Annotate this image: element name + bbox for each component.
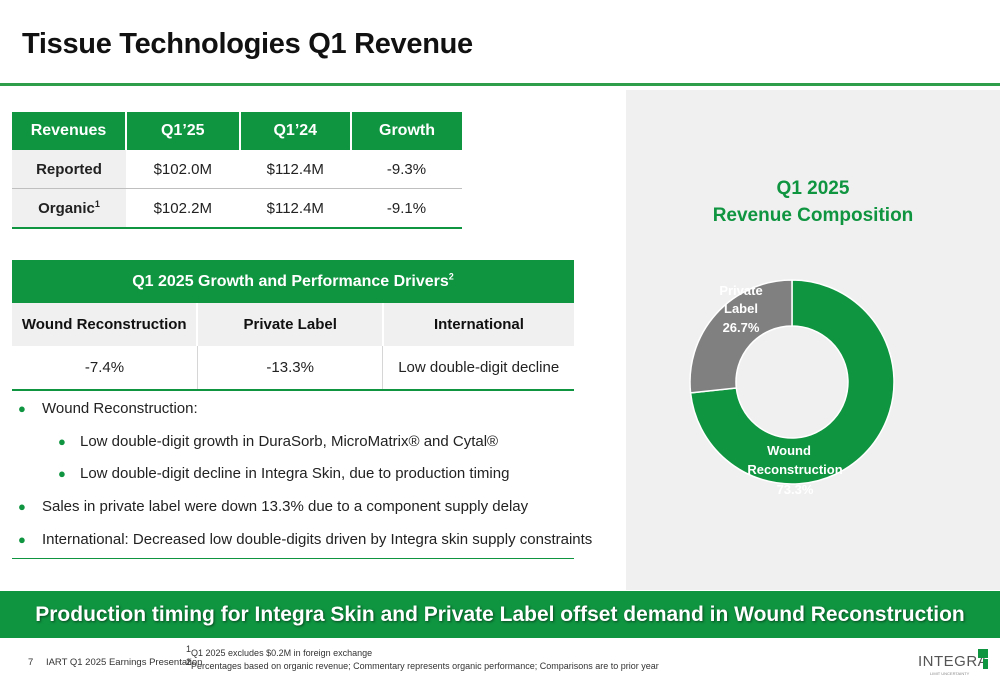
table-row: Organic1 $102.2M $112.4M -9.1% [12, 188, 462, 229]
summary-banner: Production timing for Integra Skin and P… [0, 591, 1000, 638]
integra-logo: INTEGRA LIMIT UNCERTAINTY [918, 647, 990, 677]
table-row: -7.4% -13.3% Low double-digit decline [12, 346, 574, 391]
header-q124: Q1’24 [239, 112, 353, 150]
footer: 7 IART Q1 2025 Earnings Presentation [28, 657, 202, 668]
bullet-icon: ● [58, 466, 66, 481]
header-international: International [382, 303, 574, 346]
footnote-1: 1Q1 2025 excludes $0.2M in foreign excha… [186, 644, 373, 659]
footnotes: 1Q1 2025 excludes $0.2M in foreign excha… [186, 644, 659, 673]
header-q125: Q1’25 [126, 112, 241, 150]
bullet-list: ● Wound Reconstruction: ● Low double-dig… [12, 393, 592, 559]
page-title: Tissue Technologies Q1 Revenue [22, 28, 473, 60]
logo-mark-icon [978, 649, 988, 669]
donut-slices [689, 279, 895, 485]
slice-private-label [689, 279, 793, 394]
row-label-organic: Organic1 [12, 188, 126, 229]
cell-q125: $102.2M [126, 188, 240, 229]
chart-panel [626, 90, 1000, 590]
row-label-reported: Reported [12, 150, 126, 189]
presentation-name: IART Q1 2025 Earnings Presentation [45, 657, 203, 668]
title-divider [0, 83, 1000, 86]
slice-wound-reconstruction [689, 279, 895, 485]
revenue-table: Revenues Q1’25 Q1’24 Growth Reported $10… [12, 112, 462, 229]
logo-tagline: LIMIT UNCERTAINTY [930, 671, 970, 676]
cell-growth: -9.3% [351, 150, 462, 189]
bullet-icon: ● [58, 434, 66, 449]
drivers-table-title: Q1 2025 Growth and Performance Drivers2 [12, 260, 574, 303]
cell-international: Low double-digit decline [382, 346, 574, 391]
footnote-2: 2Percentages based on organic revenue; C… [186, 657, 659, 672]
page-number: 7 [28, 657, 34, 668]
chart-title: Q1 2025 Revenue Composition [626, 175, 1000, 229]
cell-q124: $112.4M [239, 188, 352, 229]
bullet-icon: ● [18, 499, 26, 514]
label-private-line1: Private [719, 283, 762, 298]
revenue-table-header: Revenues Q1’25 Q1’24 Growth [12, 112, 462, 150]
label-wound-line2: Reconstruction [747, 462, 842, 477]
cell-private-label: -13.3% [197, 346, 384, 391]
chart-title-line2: Revenue Composition [712, 205, 914, 226]
label-wound-line1: Wound [767, 443, 811, 458]
label-private-value: 26.7% [723, 320, 760, 335]
footnote-marker: 2 [448, 271, 454, 282]
footnote-marker: 1 [94, 198, 100, 209]
logo-text: INTEGRA [918, 653, 989, 670]
label-wound-value: 73.3% [777, 482, 814, 497]
bullet-icon: ● [18, 401, 26, 416]
header-revenues: Revenues [12, 112, 127, 150]
cell-growth: -9.1% [351, 188, 462, 229]
table-row: Reported $102.0M $112.4M -9.3% [12, 150, 462, 189]
cell-wound-reconstruction: -7.4% [12, 346, 198, 391]
cell-q125: $102.0M [126, 150, 240, 189]
label-private-line2: Label [724, 301, 758, 316]
header-growth: Growth [351, 112, 462, 150]
chart-title-line1: Q1 2025 [776, 178, 850, 199]
bullet-icon: ● [18, 532, 26, 547]
header-wound-reconstruction: Wound Reconstruction [12, 303, 199, 346]
header-private-label: Private Label [197, 303, 384, 346]
donut-chart: Private Label 26.7% Wound Reconstruction… [689, 279, 895, 497]
drivers-table: Q1 2025 Growth and Performance Drivers2 … [12, 260, 574, 391]
cell-q124: $112.4M [239, 150, 352, 189]
